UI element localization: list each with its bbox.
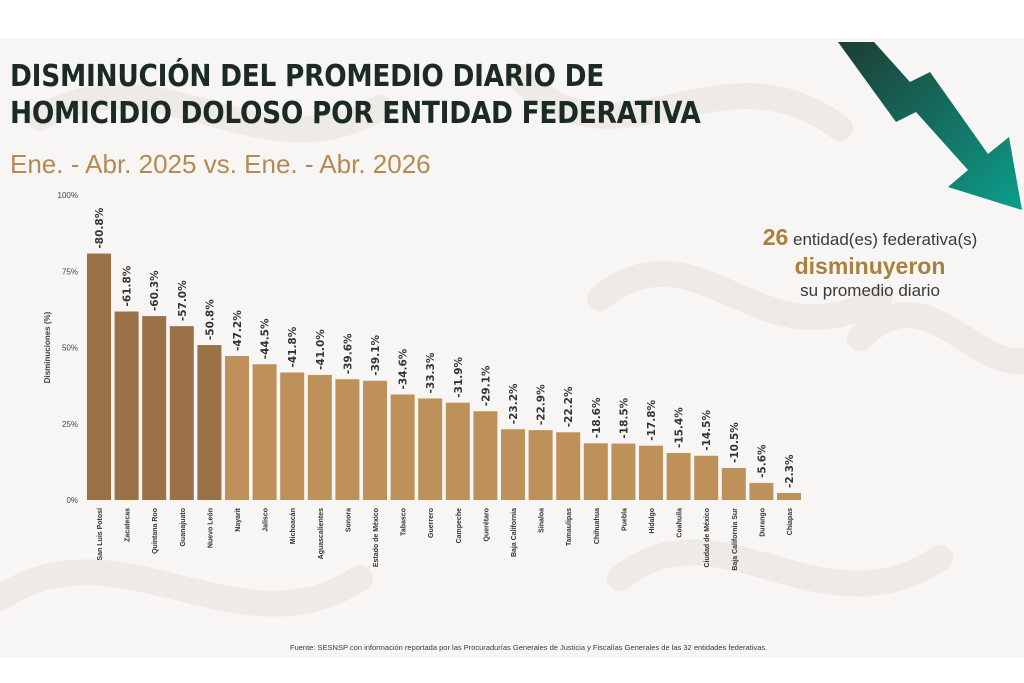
summary-count: 26 [762,224,789,250]
x-tick-label: Baja California [511,508,518,557]
bar [473,411,498,500]
x-tick-label: Campeche [456,508,463,544]
background-pattern [0,65,1024,617]
bar [307,374,332,500]
x-tick-label: Michoacán [290,508,297,544]
x-tick-label: Guanajuato [180,508,187,547]
bar [390,394,415,500]
data-label: -80.8% [94,207,106,248]
bar [225,356,249,500]
y-tick-label: 25% [62,420,78,429]
data-label: -22.9% [536,384,548,425]
x-tick-label: Aguascalientes [318,508,325,559]
data-label: -60.3% [149,270,161,311]
x-tick-label: Nuevo León [207,508,214,548]
title-line-1: DISMINUCIÓN DEL PROMEDIO DIARIO DE [10,59,604,94]
bar [639,445,663,500]
summary-line-1: 26 entidad(es) federativa(s) [730,224,1010,251]
x-tick-label: Zacatecas [125,508,132,542]
summary-callout: 26 entidad(es) federativa(s) disminuyero… [730,224,1010,301]
data-label: -10.5% [729,422,741,463]
x-tick-label: Tabasco [401,508,408,536]
data-label: -57.0% [177,280,189,321]
x-tick-label: Sinaloa [539,508,546,533]
data-label: -18.5% [618,397,630,438]
data-label: -31.9% [453,356,465,397]
bar [114,311,139,500]
x-tick-label: Chiapas [787,508,794,535]
x-tick-label: Hidalgo [649,508,656,534]
bar [197,345,222,500]
data-label: -39.6% [342,333,354,374]
data-label: -47.2% [232,310,244,351]
x-tick-label: Ciudad de México [704,508,711,568]
data-label: -23.2% [508,383,520,424]
data-label: -14.5% [701,410,713,451]
y-axis-title: Disminuciones (%) [43,311,52,383]
x-tick-label: Puebla [621,508,628,531]
summary-line-3: su promedio diario [800,281,940,300]
data-label: -2.3% [784,454,796,488]
data-label: -17.8% [646,399,658,440]
y-tick-label: 100% [58,191,78,200]
slide: DISMINUCIÓN DEL PROMEDIO DIARIO DE HOMIC… [0,38,1024,658]
x-tick-label: Guerrero [428,508,435,538]
bar [556,432,581,500]
x-tick-label: Querétaro [483,508,490,541]
bar [749,482,774,500]
data-label: -61.8% [122,265,134,306]
bar [169,326,194,500]
data-label: -41.0% [315,329,327,370]
bar [666,453,691,500]
data-label: -39.1% [370,334,382,375]
y-tick-label: 50% [62,344,78,353]
bar [363,380,387,500]
bar [694,455,719,500]
x-tick-label: Baja California Sur [732,508,739,571]
x-tick-label: Coahuila [677,508,684,538]
data-label: -44.5% [260,318,272,359]
title-line-2: HOMICIDIO DOLOSO POR ENTIDAD FEDERATIVA [10,96,701,131]
y-tick-label: 0% [66,496,78,505]
x-tick-label: Sonora [345,508,352,532]
bar [611,443,636,500]
x-tick-label: Chihuahua [594,508,601,544]
summary-line-1-text: entidad(es) federativa(s) [788,230,978,249]
data-label: -5.6% [756,444,768,478]
data-label: -15.4% [674,407,686,448]
summary-line-2: disminuyeron [794,253,946,279]
bar [142,316,167,500]
data-label: -41.8% [287,326,299,367]
bar [777,492,801,500]
bar [418,398,443,500]
x-tick-label: Estado de México [373,508,380,567]
x-tick-label: Quintana Roo [152,508,159,554]
page-subtitle: Ene. - Abr. 2025 vs. Ene. - Abr. 2026 [10,149,431,179]
bar-chart: 0% 25% 50% 75% 100% Disminuciones (%) -80.8% Sa… [43,191,801,571]
bar [280,372,305,500]
data-label: -18.6% [591,397,603,438]
data-label: -50.8% [204,299,216,340]
x-tick-label: Tamaulipas [566,508,573,546]
bar [501,429,525,500]
y-tick-label: 75% [62,267,78,276]
down-trend-arrow-icon [838,42,1022,210]
bar [252,364,277,500]
x-tick-label: Jalisco [263,508,270,532]
x-tick-label: Nayarit [235,507,242,531]
page-title: DISMINUCIÓN DEL PROMEDIO DIARIO DE HOMIC… [10,58,701,132]
bar [583,443,608,500]
data-label: -29.1% [480,365,492,406]
data-label: -34.6% [398,348,410,389]
bar [528,430,553,500]
bar [87,253,111,500]
source-note: Fuente: SESNSP con información reportada… [290,643,768,652]
bar [445,402,470,500]
x-tick-label: Durango [759,508,766,537]
data-label: -33.3% [425,352,437,393]
bar [335,379,360,500]
data-label: -22.2% [563,386,575,427]
x-tick-label: San Luis Potosí [97,507,104,561]
bar [721,467,746,500]
